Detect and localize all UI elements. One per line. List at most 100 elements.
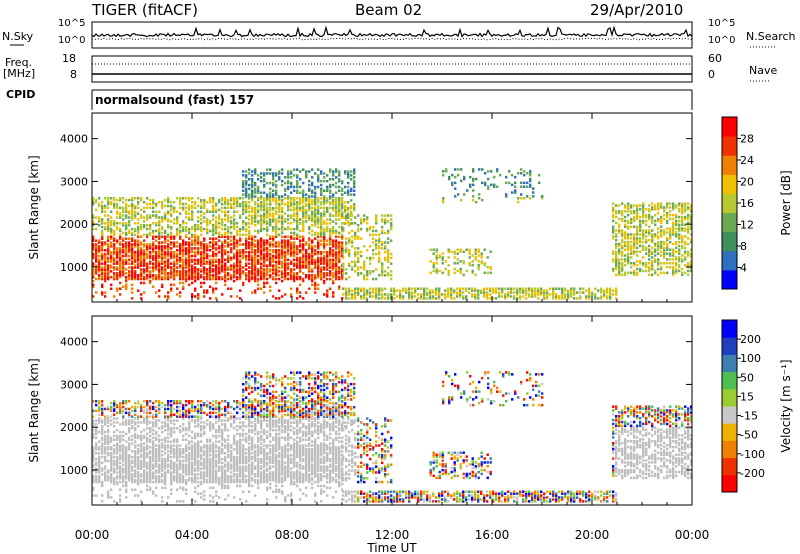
echo-cell <box>269 212 272 215</box>
echo-cell <box>293 199 296 202</box>
echo-cell <box>236 204 239 208</box>
echo-cell <box>176 210 179 213</box>
echo-cell <box>660 254 663 257</box>
echo-cell <box>233 237 236 240</box>
echo-cell <box>621 258 624 261</box>
echo-cell <box>287 249 290 252</box>
echo-cell <box>387 297 390 300</box>
echo-cell <box>236 231 239 235</box>
echo-cell <box>218 270 221 273</box>
echo-cell <box>531 293 534 296</box>
echo-cell <box>161 204 164 208</box>
echo-cell <box>320 233 323 237</box>
echo-cell <box>345 287 348 290</box>
echo-cell <box>230 235 233 238</box>
echo-cell <box>338 172 341 175</box>
echo-cell <box>302 252 305 256</box>
echo-cell <box>260 191 263 194</box>
echo-cell <box>239 275 242 279</box>
echo-cell <box>284 275 287 279</box>
echo-cell <box>618 258 621 261</box>
echo-cell <box>191 274 194 277</box>
echo-cell <box>290 170 293 173</box>
echo-cell <box>465 248 468 251</box>
echo-cell <box>642 244 645 248</box>
echo-cell <box>290 237 293 240</box>
echo-cell <box>281 225 284 229</box>
echo-cell <box>218 233 221 237</box>
echo-cell <box>104 260 107 263</box>
echo-cell <box>642 269 645 273</box>
echo-cell <box>236 254 239 258</box>
echo-cell <box>110 222 113 225</box>
echo-cell <box>212 275 215 279</box>
echo-cell <box>302 239 305 242</box>
echo-cell <box>137 266 140 269</box>
echo-cell <box>266 274 269 277</box>
echo-cell <box>454 187 457 190</box>
echo-cell <box>465 287 468 290</box>
echo-cell <box>351 235 354 238</box>
echo-cell <box>203 260 206 263</box>
echo-cell <box>182 274 185 277</box>
echo-cell <box>332 268 335 271</box>
echo-cell <box>119 453 122 457</box>
echo-cell <box>450 297 453 300</box>
echo-cell <box>320 222 323 225</box>
echo-cell <box>212 245 215 248</box>
echo-cell <box>636 246 639 250</box>
echo-cell <box>523 197 526 200</box>
echo-cell <box>525 291 528 294</box>
echo-cell <box>390 256 393 260</box>
echo-cell <box>627 240 630 244</box>
echo-cell <box>263 241 266 244</box>
echo-cell <box>197 260 200 263</box>
echo-cell <box>110 197 113 200</box>
echo-cell <box>612 202 615 205</box>
echo-cell <box>161 252 164 256</box>
echo-cell <box>338 206 341 210</box>
echo-cell <box>146 262 149 265</box>
echo-cell <box>179 229 182 233</box>
echo-cell <box>176 293 179 296</box>
echo-cell <box>230 204 233 208</box>
echo-cell <box>212 252 215 256</box>
echo-cell <box>152 241 155 244</box>
echo-cell <box>122 268 125 271</box>
echo-cell <box>663 217 666 221</box>
echo-cell <box>239 258 242 262</box>
echo-cell <box>345 297 348 300</box>
echo-cell <box>200 243 203 246</box>
echo-cell <box>345 293 348 296</box>
echo-cell <box>221 262 224 265</box>
echo-cell <box>657 258 660 261</box>
echo-cell <box>630 237 633 240</box>
echo-cell <box>293 241 296 244</box>
echo-cell <box>537 287 540 290</box>
echo-cell <box>314 281 317 285</box>
echo-cell <box>113 272 116 275</box>
echo-cell <box>119 227 122 231</box>
echo-cell <box>185 247 188 250</box>
echo-cell <box>420 287 423 290</box>
echo-cell <box>188 260 191 263</box>
echo-cell <box>239 266 242 269</box>
echo-cell <box>98 245 101 248</box>
echo-cell <box>299 283 302 287</box>
echo-cell <box>206 260 209 263</box>
echo-cell <box>493 175 496 179</box>
echo-cell <box>335 241 338 244</box>
echo-cell <box>248 195 251 198</box>
echo-cell <box>215 247 218 250</box>
echo-cell <box>272 218 275 221</box>
echo-cell <box>275 252 278 256</box>
echo-cell <box>462 295 465 298</box>
echo-cell <box>227 237 230 240</box>
echo-cell <box>191 218 194 221</box>
echo-cell <box>149 224 152 227</box>
echo-cell <box>209 249 212 252</box>
echo-cell <box>326 264 329 267</box>
echo-cell <box>254 264 257 267</box>
echo-cell <box>341 241 344 244</box>
echo-cell <box>101 231 104 235</box>
